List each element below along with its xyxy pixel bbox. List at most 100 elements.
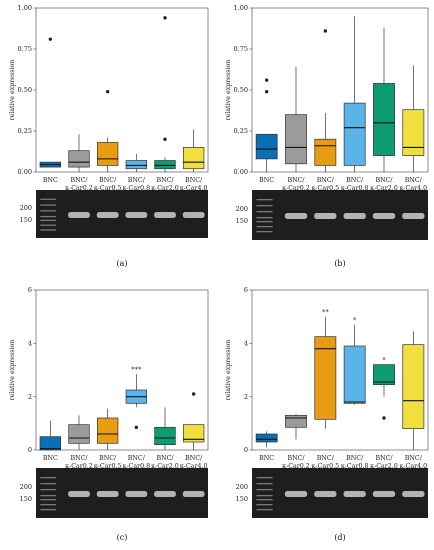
- ladder-band: [40, 198, 57, 200]
- y-tick-label: 0.75: [18, 45, 32, 53]
- outlier-point: [105, 89, 110, 94]
- panel-label: (b): [334, 259, 345, 268]
- significance-marker: ***: [131, 366, 142, 374]
- ladder-band: [256, 211, 273, 213]
- gel-band: [284, 213, 308, 219]
- gel-band: [125, 211, 148, 218]
- ladder-band: [40, 210, 57, 212]
- box: [314, 138, 337, 166]
- gel-band: [402, 213, 425, 219]
- ladder-size-label: 200: [236, 205, 248, 213]
- x-tick-sublabel: κ-Car0.8: [122, 463, 150, 470]
- x-tick-label: BNC: [43, 177, 58, 184]
- x-tick-label: BNC: [259, 455, 274, 462]
- panel-a: 0.00 0.25 0.50 0.75 1.00 relative expression B…: [9, 4, 209, 268]
- x-tick-label: BNC/: [317, 177, 335, 184]
- x-tick-label: BNC/: [375, 177, 393, 184]
- ladder-band: [256, 477, 273, 479]
- ladder-band: [40, 504, 57, 506]
- ladder-band: [256, 221, 273, 223]
- x-tick-sublabel: κ-Car4.0: [180, 185, 208, 192]
- gel-band: [182, 211, 205, 218]
- x-tick-sublabel: κ-Car2.0: [370, 185, 398, 192]
- ladder-band: [40, 219, 57, 222]
- x-tick-label: BNC/: [346, 455, 364, 462]
- x-tick-sublabel: κ-Car0.8: [341, 185, 369, 192]
- x-tick-label: BNC/: [405, 455, 423, 462]
- gel-band: [343, 213, 366, 219]
- plot-frame: [251, 7, 429, 173]
- ladder-band: [40, 224, 57, 226]
- y-tick-label: 0: [28, 446, 32, 454]
- box: [285, 114, 307, 165]
- ladder-size-label: 150: [20, 495, 32, 503]
- ladder-size-label: 200: [20, 483, 32, 491]
- panel-label: (a): [116, 259, 127, 268]
- ladder-band: [40, 215, 57, 218]
- y-axis-label: relative expression: [225, 340, 232, 401]
- y-axis-label: relative expression: [9, 60, 16, 121]
- outlier-point: [191, 392, 196, 396]
- x-tick-label: BNC/: [70, 455, 88, 462]
- gel-band: [125, 491, 148, 497]
- box: [154, 426, 176, 446]
- x-tick-label: BNC/: [405, 177, 423, 184]
- x-tick-label: BNC/: [156, 455, 174, 462]
- box: [373, 83, 395, 156]
- ladder-band: [256, 205, 273, 207]
- x-tick-label: BNC/: [99, 455, 117, 462]
- x-tick-sublabel: κ-Car0.5: [94, 463, 122, 470]
- gel-band: [182, 491, 205, 497]
- ladder-band: [256, 495, 273, 497]
- y-axis-label: relative expression: [9, 340, 16, 401]
- gel-band: [314, 213, 337, 219]
- x-tick-label: BNC/: [156, 177, 174, 184]
- ladder-size-label: 150: [236, 495, 248, 503]
- ladder-band: [256, 231, 273, 233]
- x-tick-sublabel: κ-Car0.2: [65, 463, 93, 470]
- x-tick-sublabel: κ-Car2.0: [151, 463, 179, 470]
- outlier-point: [134, 425, 139, 430]
- x-tick-label: BNC/: [185, 455, 203, 462]
- x-tick-label: BNC/: [346, 177, 364, 184]
- box: [68, 150, 90, 168]
- y-tick-label: 0.50: [234, 86, 248, 94]
- ladder-band: [40, 499, 57, 501]
- y-tick-label: 6: [244, 286, 248, 294]
- gel-image: [36, 468, 208, 518]
- ladder-band: [40, 483, 57, 485]
- box: [285, 414, 307, 428]
- x-tick-sublabel: κ-Car4.0: [399, 463, 427, 470]
- gel-band: [96, 211, 119, 218]
- ladder-band: [40, 477, 57, 479]
- y-tick-label: 2: [28, 393, 32, 401]
- gel-band: [402, 491, 425, 497]
- gel-band: [96, 491, 119, 497]
- gel-band: [68, 211, 90, 218]
- box: [343, 102, 366, 166]
- gel-image: [36, 190, 208, 238]
- box: [255, 433, 278, 443]
- ladder-band: [40, 495, 57, 497]
- box: [96, 417, 119, 444]
- outlier-point: [163, 137, 167, 141]
- outlier-point: [264, 78, 269, 82]
- y-tick-label: 6: [28, 286, 32, 294]
- panel-label: (c): [117, 533, 128, 542]
- y-tick-label: 4: [28, 340, 32, 348]
- x-tick-sublabel: κ-Car0.5: [311, 463, 339, 470]
- outlier-point: [382, 416, 386, 420]
- gel-image: [252, 468, 428, 518]
- box: [314, 336, 337, 420]
- box: [96, 142, 119, 166]
- x-tick-sublabel: κ-Car0.5: [311, 185, 339, 192]
- x-tick-label: BNC: [259, 177, 274, 184]
- y-tick-label: 0.25: [18, 127, 32, 135]
- gel-band: [372, 491, 396, 497]
- x-tick-sublabel: κ-Car0.8: [341, 463, 369, 470]
- y-tick-label: 0.50: [18, 86, 32, 94]
- ladder-size-label: 150: [236, 217, 248, 225]
- box: [39, 436, 62, 451]
